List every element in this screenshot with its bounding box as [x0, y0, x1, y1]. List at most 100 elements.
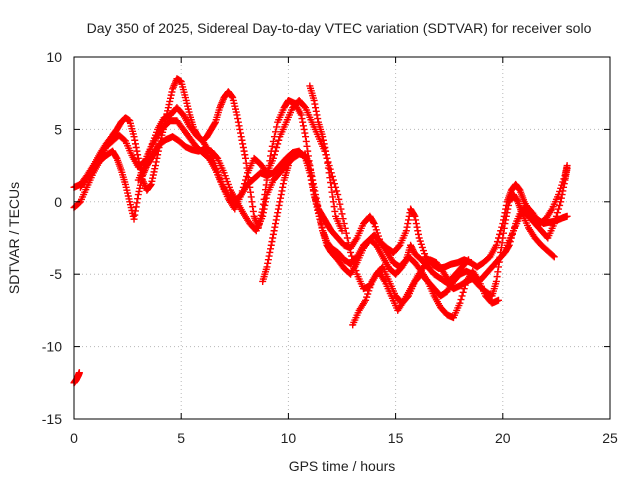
- data-point: [367, 281, 375, 289]
- data-point: [549, 252, 557, 260]
- data-point: [301, 129, 309, 137]
- data-point: [132, 203, 140, 211]
- data-point: [267, 245, 275, 253]
- data-point: [234, 115, 242, 123]
- grid-layer: [74, 57, 610, 419]
- data-point: [333, 187, 341, 195]
- data-point: [492, 277, 500, 285]
- data-point: [555, 205, 563, 213]
- data-point: [131, 211, 139, 219]
- data-point: [164, 104, 172, 112]
- data-point: [228, 93, 236, 101]
- data-point: [272, 216, 280, 224]
- data-point: [243, 172, 251, 180]
- data-point: [213, 153, 221, 161]
- data-point: [463, 257, 471, 265]
- data-point: [261, 201, 269, 209]
- data-point: [557, 184, 565, 192]
- data-point: [264, 256, 272, 264]
- data-point: [302, 137, 310, 145]
- data-point: [131, 140, 139, 148]
- data-point: [498, 239, 506, 247]
- data-point: [166, 94, 174, 102]
- data-point: [500, 224, 508, 232]
- data-point: [495, 296, 503, 304]
- data-point: [558, 181, 566, 189]
- data-point: [324, 159, 332, 167]
- data-point: [404, 220, 412, 228]
- series-early-negative: [70, 369, 83, 387]
- data-point: [145, 149, 153, 157]
- data-point: [415, 234, 423, 242]
- data-point: [142, 158, 150, 166]
- data-point: [150, 168, 158, 176]
- data-point: [550, 253, 558, 261]
- data-point: [553, 209, 561, 217]
- y-tick-label: -15: [42, 411, 62, 427]
- data-point: [351, 263, 359, 271]
- data-point: [130, 133, 138, 141]
- data-point: [352, 267, 360, 275]
- data-point: [411, 212, 419, 220]
- data-point: [237, 191, 245, 199]
- data-point: [302, 133, 310, 141]
- data-point: [75, 369, 83, 377]
- data-point: [324, 164, 332, 172]
- data-point: [272, 220, 280, 228]
- data-point: [307, 176, 315, 184]
- data-point: [320, 140, 328, 148]
- data-point: [371, 223, 379, 231]
- data-point: [233, 111, 241, 119]
- data-point: [166, 97, 174, 105]
- data-point: [273, 212, 281, 220]
- data-point: [149, 174, 157, 182]
- data-point: [457, 296, 465, 304]
- data-point: [216, 174, 224, 182]
- data-point: [144, 152, 152, 160]
- y-tick-label: -5: [50, 266, 63, 282]
- data-point: [492, 241, 500, 249]
- data-point: [213, 165, 221, 173]
- data-point: [269, 234, 277, 242]
- data-point: [151, 162, 159, 170]
- data-point: [238, 187, 246, 195]
- data-point: [274, 140, 282, 148]
- x-axis-label: GPS time / hours: [289, 458, 396, 474]
- data-point: [136, 181, 144, 189]
- data-point: [403, 223, 411, 231]
- data-layer: [70, 75, 571, 387]
- data-point: [416, 237, 424, 245]
- data-point: [459, 288, 467, 296]
- data-point: [497, 244, 505, 252]
- data-point: [276, 198, 284, 206]
- data-point: [167, 91, 175, 99]
- y-tick-label: 0: [54, 194, 62, 210]
- data-point: [414, 230, 422, 238]
- data-point: [559, 178, 567, 186]
- data-point: [349, 256, 357, 264]
- data-point: [338, 227, 346, 235]
- data-point: [464, 256, 472, 264]
- data-point: [456, 299, 464, 307]
- data-point: [130, 215, 138, 223]
- data-point: [556, 187, 564, 195]
- data-point: [330, 180, 338, 188]
- data-point: [272, 147, 280, 155]
- y-tick-label: -10: [42, 339, 62, 355]
- series-track-e: [259, 162, 292, 285]
- data-point: [279, 180, 287, 188]
- data-point: [247, 188, 255, 196]
- data-point: [307, 172, 315, 180]
- series-track-f: [306, 82, 346, 235]
- data-point: [146, 146, 154, 154]
- data-point: [274, 205, 282, 213]
- data-point: [270, 227, 278, 235]
- data-point: [133, 147, 141, 155]
- data-point: [275, 136, 283, 144]
- data-point: [262, 194, 270, 202]
- data-point: [335, 195, 343, 203]
- data-point: [309, 183, 317, 191]
- data-point: [395, 242, 403, 250]
- data-point: [268, 142, 276, 150]
- data-point: [493, 273, 501, 281]
